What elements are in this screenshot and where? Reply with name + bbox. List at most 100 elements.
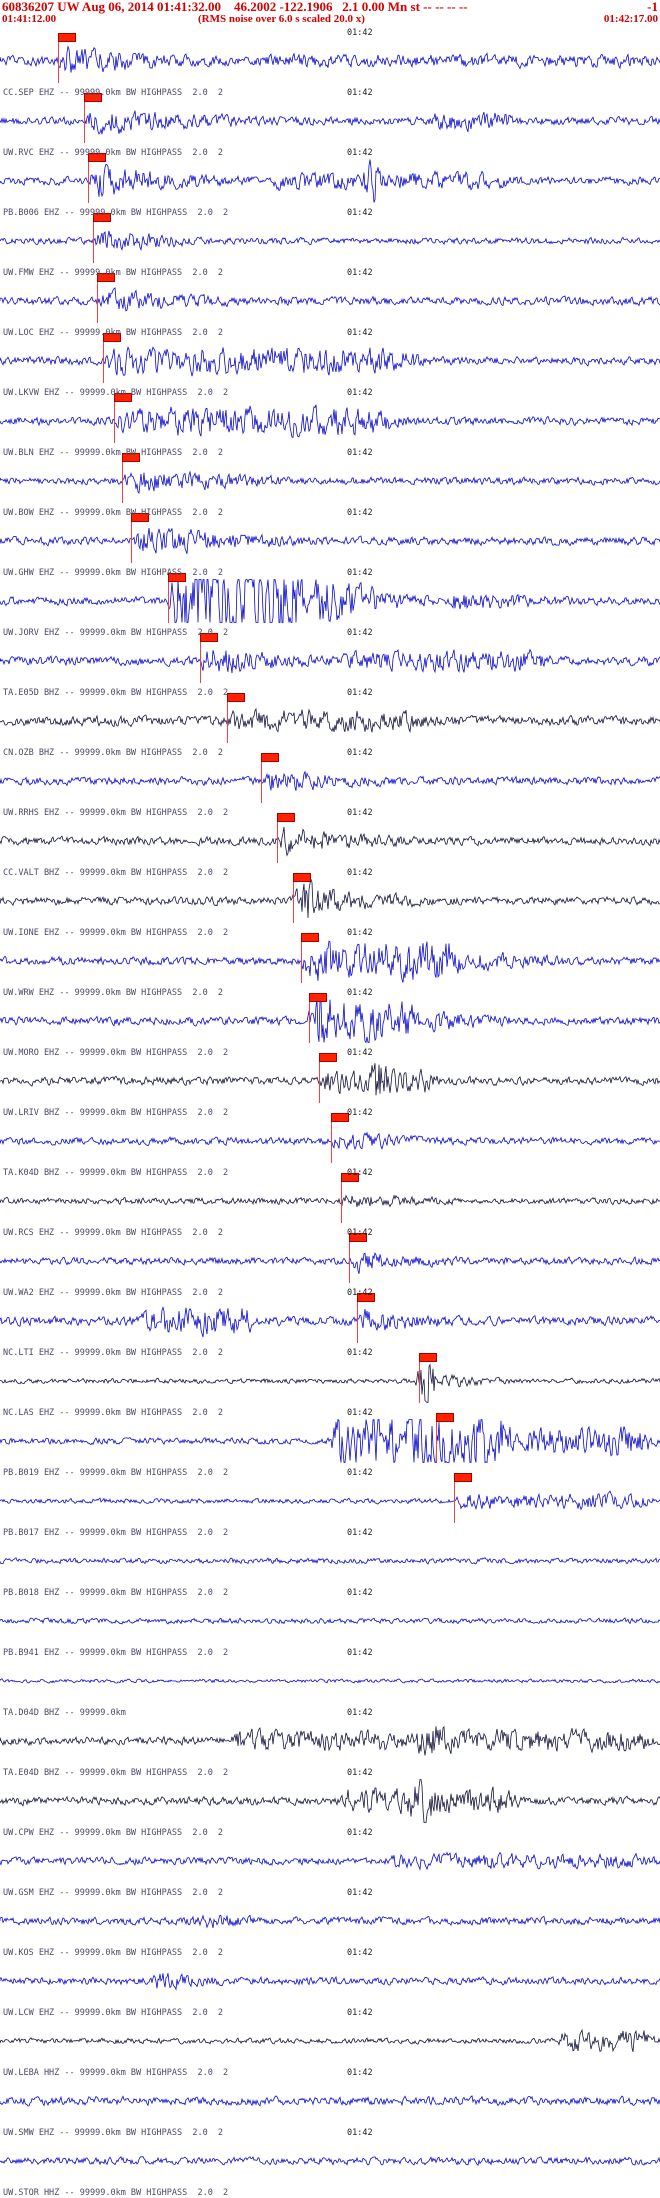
seismogram-waveform[interactable]: [0, 999, 660, 1043]
seismogram-waveform[interactable]: [0, 699, 660, 743]
seismogram-waveform[interactable]: [0, 1839, 660, 1883]
time-tick-label: 01:42: [347, 1648, 373, 1658]
station-channel-label: TA.E04D BHZ -- 99999.0km BW HIGHPASS 2.0…: [3, 1768, 229, 1778]
trace-row: TA.E04D BHZ -- 99999.0km BW HIGHPASS 2.0…: [0, 1766, 660, 1826]
seismogram-waveform[interactable]: [0, 339, 660, 383]
pick-flag[interactable]: [58, 33, 76, 42]
seismogram-waveform[interactable]: [0, 879, 660, 923]
pick-flag[interactable]: [103, 333, 121, 342]
time-tick-label: 01:42: [347, 2068, 373, 2078]
time-tick-label: 01:42: [347, 28, 373, 38]
pick-flag[interactable]: [454, 1473, 472, 1482]
pick-flag[interactable]: [319, 1053, 337, 1062]
seismogram-waveform[interactable]: [0, 1539, 660, 1583]
window-time-line: 01:41:12.00 (RMS noise over 6.0 s scaled…: [0, 13, 660, 25]
pick-flag[interactable]: [331, 1113, 349, 1122]
pick-flag[interactable]: [261, 753, 279, 762]
trace-row: PB.B941 EHZ -- 99999.0km BW HIGHPASS 2.0…: [0, 1646, 660, 1706]
seismogram-waveform[interactable]: [0, 99, 660, 143]
seismogram-waveform[interactable]: [0, 819, 660, 863]
trace-row: UW.RRHS EHZ -- 99999.0km BW HIGHPASS 2.0…: [0, 806, 660, 866]
pick-marker-line: [88, 153, 89, 203]
seismogram-waveform[interactable]: [0, 759, 660, 803]
pick-flag[interactable]: [341, 1173, 359, 1182]
pick-flag[interactable]: [309, 993, 327, 1002]
seismogram-waveform[interactable]: [0, 579, 660, 623]
pick-flag[interactable]: [357, 1293, 375, 1302]
seismogram-waveform[interactable]: [0, 2139, 660, 2183]
seismogram-waveform[interactable]: [0, 2079, 660, 2123]
pick-flag[interactable]: [349, 1233, 367, 1242]
seismogram-waveform[interactable]: [0, 1719, 660, 1763]
seismogram-waveform[interactable]: [0, 39, 660, 83]
station-channel-label: PB.B017 EHZ -- 99999.0km BW HIGHPASS 2.0…: [3, 1528, 229, 1538]
time-tick-label: 01:42: [347, 1888, 373, 1898]
seismogram-waveform[interactable]: [0, 639, 660, 683]
trace-row: 01:42: [0, 26, 660, 86]
seismogram-waveform[interactable]: [0, 1359, 660, 1403]
pick-flag[interactable]: [200, 633, 218, 642]
pick-flag[interactable]: [122, 453, 140, 462]
trace-row: UW.IONE EHZ -- 99999.0km BW HIGHPASS 2.0…: [0, 926, 660, 986]
seismogram-waveform[interactable]: [0, 399, 660, 443]
pick-flag[interactable]: [131, 513, 149, 522]
station-channel-label: PB.B006 EHZ -- 99999.0km BW HIGHPASS 2.0…: [3, 208, 229, 218]
pick-marker-line: [122, 453, 123, 503]
seismogram-waveform[interactable]: [0, 1179, 660, 1223]
trace-row: UW.LEBA HHZ -- 99999.0km BW HIGHPASS 2.0…: [0, 2066, 660, 2126]
trace-row: UW.KOS EHZ -- 99999.0km BW HIGHPASS 2.0 …: [0, 1946, 660, 2006]
pick-flag[interactable]: [277, 813, 295, 822]
seismogram-waveform[interactable]: [0, 519, 660, 563]
pick-flag[interactable]: [227, 693, 245, 702]
seismogram-waveform[interactable]: [0, 2019, 660, 2063]
event-summary-line: 60836207 UW Aug 06, 2014 01:41:32.00 46.…: [2, 0, 658, 13]
trace-row: UW.GHW EHZ -- 99999.0km BW HIGHPASS 2.0 …: [0, 566, 660, 626]
pick-flag[interactable]: [93, 213, 111, 222]
trace-row: UW.GSM EHZ -- 99999.0km BW HIGHPASS 2.0 …: [0, 1886, 660, 1946]
pick-flag[interactable]: [301, 933, 319, 942]
seismogram-waveform[interactable]: [0, 1059, 660, 1103]
seismogram-waveform[interactable]: [0, 1779, 660, 1823]
seismogram-waveform[interactable]: [0, 1659, 660, 1703]
seismogram-waveform[interactable]: [0, 1119, 660, 1163]
station-channel-label: UW.LEBA HHZ -- 99999.0km BW HIGHPASS 2.0…: [3, 2068, 229, 2078]
pick-flag[interactable]: [114, 393, 132, 402]
seismogram-waveform[interactable]: [0, 219, 660, 263]
pick-flag[interactable]: [84, 93, 102, 102]
pick-flag[interactable]: [419, 1353, 437, 1362]
time-tick-label: 01:42: [347, 568, 373, 578]
trace-row: UW.STOR HHZ -- 99999.0km BW HIGHPASS 2.0…: [0, 2186, 660, 2198]
pick-flag[interactable]: [168, 573, 186, 582]
seismogram-waveform[interactable]: [0, 1299, 660, 1343]
time-tick-label: 01:42: [347, 508, 373, 518]
time-tick-label: 01:42: [347, 1948, 373, 1958]
station-channel-label: UW.RVC EHZ -- 99999.0km BW HIGHPASS 2.0 …: [3, 148, 224, 158]
station-channel-label: UW.SMW EHZ -- 99999.0km BW HIGHPASS 2.0 …: [3, 2128, 224, 2138]
window-end-time: 01:42:17.00: [603, 13, 658, 25]
seismogram-waveform[interactable]: [0, 1959, 660, 2003]
pick-flag[interactable]: [293, 873, 311, 882]
seismogram-waveform[interactable]: [0, 939, 660, 983]
seismogram-waveform[interactable]: [0, 1899, 660, 1943]
pick-flag[interactable]: [97, 273, 115, 282]
pick-flag[interactable]: [436, 1413, 454, 1422]
seismogram-waveform[interactable]: [0, 459, 660, 503]
seismogram-waveform[interactable]: [0, 1419, 660, 1463]
pick-marker-line: [131, 513, 132, 563]
station-channel-label: UW.MORO EHZ -- 99999.0km BW HIGHPASS 2.0…: [3, 1048, 229, 1058]
time-tick-label: 01:42: [347, 928, 373, 938]
time-tick-label: 01:42: [347, 2128, 373, 2138]
seismogram-waveform[interactable]: [0, 1239, 660, 1283]
trace-row: UW.WA2 EHZ -- 99999.0km BW HIGHPASS 2.0 …: [0, 1286, 660, 1346]
seismogram-waveform[interactable]: [0, 159, 660, 203]
time-tick-label: 01:42: [347, 388, 373, 398]
seismogram-waveform[interactable]: [0, 279, 660, 323]
seismogram-waveform[interactable]: [0, 1599, 660, 1643]
time-tick-label: 01:42: [347, 268, 373, 278]
pick-flag[interactable]: [88, 153, 106, 162]
pick-marker-line: [58, 33, 59, 83]
station-channel-label: UW.LRIV BHZ -- 99999.0km BW HIGHPASS 2.0…: [3, 1108, 229, 1118]
time-tick-label: 01:42: [347, 1528, 373, 1538]
trace-row: UW.BLN EHZ -- 99999.0km BW HIGHPASS 2.0 …: [0, 446, 660, 506]
seismogram-waveform[interactable]: [0, 1479, 660, 1523]
